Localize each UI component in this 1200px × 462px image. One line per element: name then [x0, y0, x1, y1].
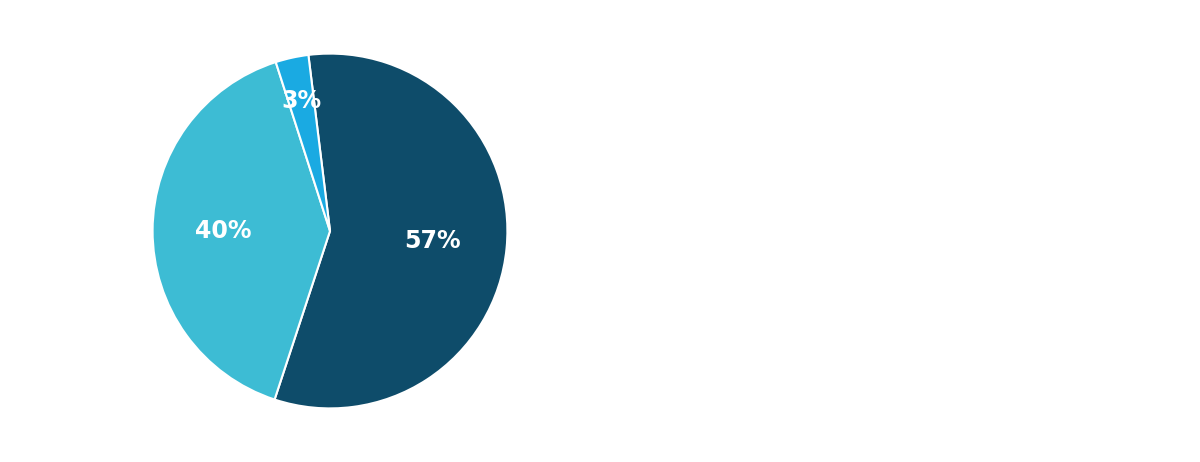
Text: Open-ended: Open-ended — [682, 176, 805, 194]
Text: 40%: 40% — [196, 219, 252, 243]
Text: Closed-ended: Closed-ended — [682, 296, 820, 314]
Wedge shape — [275, 54, 508, 408]
Text: 57%: 57% — [404, 229, 461, 253]
Text: Semi-open-ended: Semi-open-ended — [682, 236, 859, 254]
Wedge shape — [276, 55, 330, 231]
Text: 3%: 3% — [281, 89, 322, 113]
Wedge shape — [152, 62, 330, 400]
